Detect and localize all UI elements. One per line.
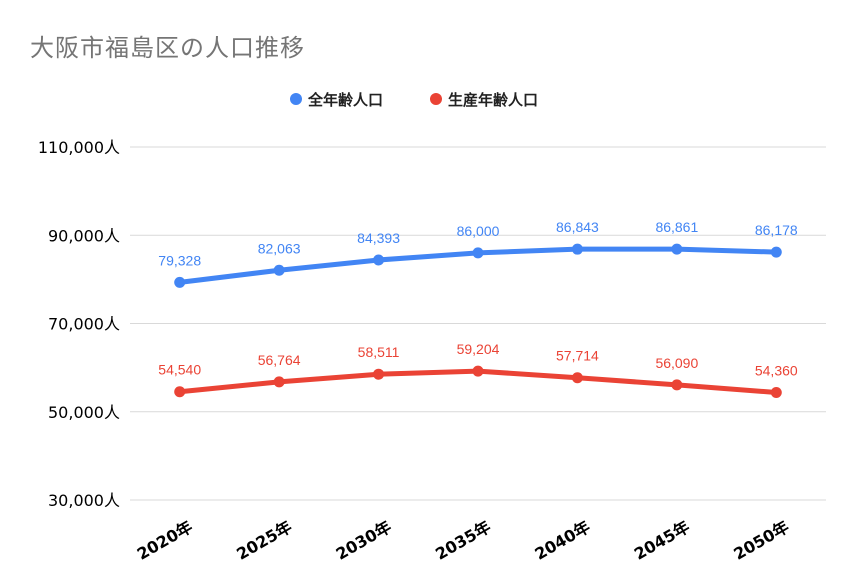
- chart-title: 大阪市福島区の人口推移: [30, 34, 305, 62]
- data-label: 56,090: [655, 355, 698, 371]
- y-tick-label: 70,000人: [48, 315, 120, 334]
- data-point: [373, 254, 385, 266]
- data-point: [174, 276, 186, 288]
- y-tick-label: 50,000人: [48, 403, 120, 422]
- data-point: [174, 386, 186, 398]
- data-label: 57,714: [556, 348, 599, 364]
- data-point: [770, 246, 782, 258]
- legend-label: 全年齢人口: [307, 91, 383, 109]
- data-label: 56,764: [258, 352, 301, 368]
- x-tick-label: 2025年: [233, 517, 295, 564]
- data-label: 86,178: [755, 222, 798, 238]
- data-label: 59,204: [457, 341, 500, 357]
- x-tick-label: 2035年: [432, 517, 494, 564]
- data-point: [273, 376, 285, 388]
- data-label: 86,843: [556, 219, 599, 235]
- series-1: 79,328 82,063 84,393 86,000 86,843 86,861 86,1…: [158, 219, 798, 288]
- data-label: 86,000: [457, 223, 500, 239]
- data-point: [671, 243, 683, 255]
- data-point: [671, 379, 683, 391]
- data-label: 54,360: [755, 363, 798, 379]
- y-tick-label: 90,000人: [48, 226, 120, 245]
- y-tick-label: 110,000人: [38, 138, 120, 157]
- data-point: [571, 243, 583, 255]
- data-point: [770, 387, 782, 399]
- data-point: [571, 372, 583, 384]
- y-tick-label: 30,000人: [48, 491, 120, 510]
- x-tick-label: 2050年: [730, 517, 792, 564]
- data-label: 86,861: [655, 219, 698, 235]
- data-point: [273, 264, 285, 276]
- data-label: 84,393: [357, 230, 400, 246]
- legend-marker: [430, 93, 442, 105]
- legend-label: 生産年齢人口: [448, 91, 538, 109]
- data-label: 79,328: [158, 252, 201, 268]
- data-label: 82,063: [258, 240, 301, 256]
- y-axis: 30,000人 50,000人 70,000人 90,000人 110,000人: [38, 138, 120, 510]
- x-axis: 2020年 2025年 2030年 2035年 2040年 2045年 2050年: [134, 517, 793, 564]
- data-point: [472, 247, 484, 259]
- legend-marker: [290, 93, 302, 105]
- data-label: 58,511: [358, 344, 400, 360]
- data-label: 54,540: [158, 362, 201, 378]
- x-tick-label: 2030年: [333, 517, 395, 564]
- series-2: 54,540 56,764 58,511 59,204 57,714 56,090 54,3…: [158, 341, 798, 399]
- legend: 全年齢人口 生産年齢人口: [290, 91, 538, 109]
- series-layer: 79,328 82,063 84,393 86,000 86,843 86,861 86,1…: [158, 219, 798, 399]
- x-tick-label: 2040年: [531, 517, 593, 564]
- data-point: [373, 368, 385, 380]
- x-tick-label: 2020年: [134, 517, 196, 564]
- x-tick-label: 2045年: [631, 517, 693, 564]
- gridlines: [130, 146, 826, 501]
- data-point: [472, 365, 484, 377]
